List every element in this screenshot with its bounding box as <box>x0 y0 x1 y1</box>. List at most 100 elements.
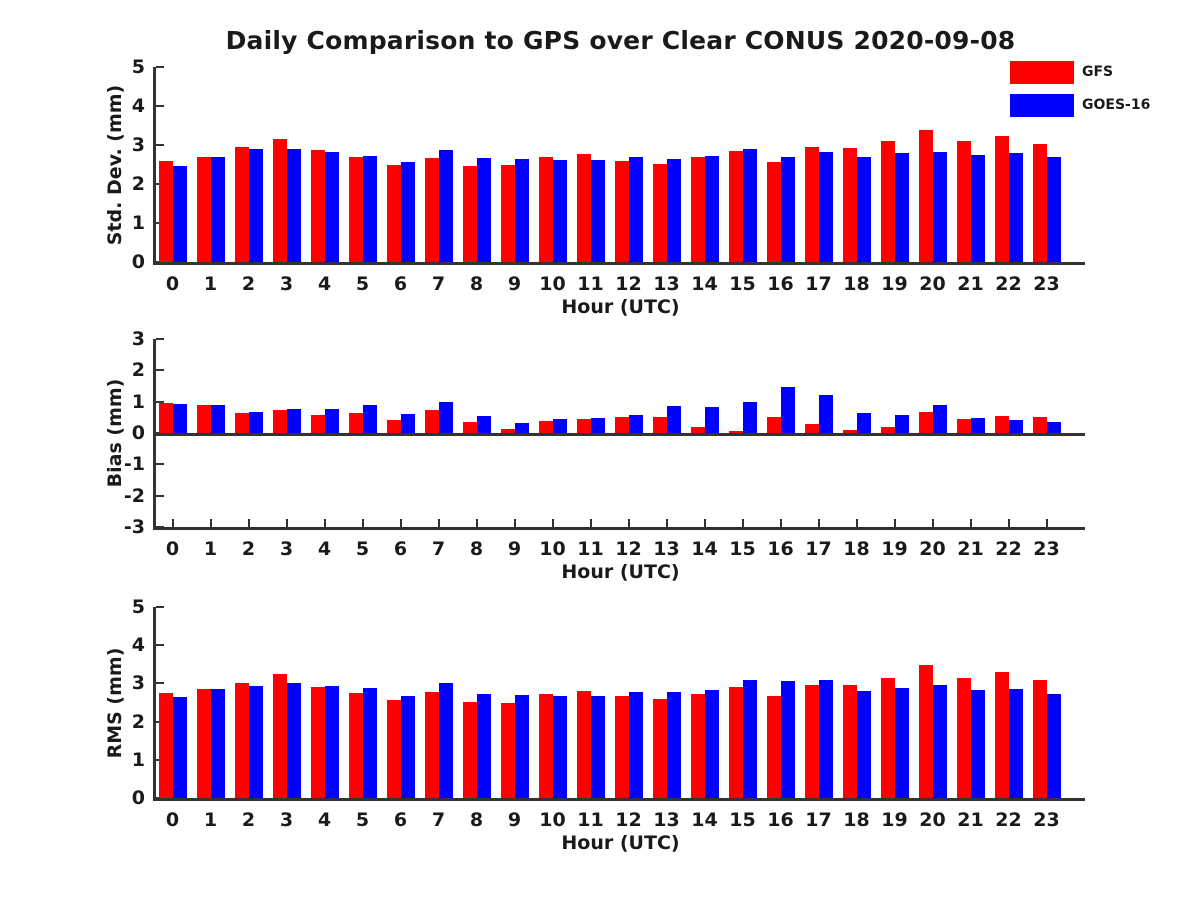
y-tick-label: -1 <box>123 453 145 476</box>
bar-gfs-hour-3 <box>272 674 287 798</box>
bar-gfs-hour-7 <box>424 157 439 262</box>
x-tick-label: 18 <box>843 809 870 831</box>
x-tick <box>931 519 934 527</box>
bar-goes-16-hour-0 <box>172 697 187 798</box>
bar-goes-16-hour-8 <box>476 416 491 433</box>
x-tick-label: 10 <box>539 809 566 831</box>
bar-gfs-hour-13 <box>652 417 667 433</box>
y-axis-spine <box>153 339 156 530</box>
x-tick-label: 11 <box>577 809 604 831</box>
x-tick-label: 6 <box>393 809 408 831</box>
x-tick-label: 8 <box>469 538 484 560</box>
y-tick-label: 0 <box>131 251 145 273</box>
x-tick <box>627 519 630 527</box>
bar-goes-16-hour-15 <box>742 679 757 798</box>
bar-gfs-hour-21 <box>956 677 971 798</box>
zero-baseline <box>156 433 1085 436</box>
x-tick <box>969 519 972 527</box>
y-tick-label: 5 <box>131 56 145 78</box>
x-tick <box>437 519 440 527</box>
bar-gfs-hour-21 <box>956 419 971 433</box>
legend-label-goes16: GOES-16 <box>1082 97 1151 113</box>
y-tick <box>156 463 164 466</box>
bar-gfs-hour-18 <box>842 430 857 433</box>
x-tick-label: 21 <box>957 273 984 295</box>
y-axis-title: RMS (mm) <box>104 647 126 758</box>
bar-gfs-hour-6 <box>386 419 401 433</box>
bar-goes-16-hour-11 <box>590 417 605 433</box>
legend-swatch-goes16 <box>1010 94 1074 117</box>
x-tick-label: 4 <box>317 273 332 295</box>
x-tick-label: 4 <box>317 809 332 831</box>
bar-gfs-hour-18 <box>842 148 857 262</box>
bar-gfs-hour-23 <box>1032 417 1047 433</box>
x-tick-label: 6 <box>393 538 408 560</box>
x-tick-label: 12 <box>615 273 642 295</box>
x-tick-label: 6 <box>393 273 408 295</box>
x-tick-label: 14 <box>691 538 718 560</box>
y-tick <box>156 400 164 403</box>
bar-gfs-hour-23 <box>1032 679 1047 798</box>
bar-gfs-hour-0 <box>158 403 173 433</box>
x-tick-label: 22 <box>995 809 1022 831</box>
bar-gfs-hour-20 <box>918 411 933 433</box>
x-tick-label: 5 <box>355 809 370 831</box>
bar-goes-16-hour-17 <box>818 395 833 433</box>
bar-goes-16-hour-23 <box>1046 156 1061 262</box>
x-tick-label: 16 <box>767 538 794 560</box>
x-tick <box>513 519 516 527</box>
x-tick-label: 20 <box>919 273 946 295</box>
bar-gfs-hour-22 <box>994 416 1009 433</box>
x-tick-label: 20 <box>919 538 946 560</box>
x-tick-label: 2 <box>241 273 256 295</box>
y-axis-spine <box>153 607 156 801</box>
bar-gfs-hour-5 <box>348 412 363 433</box>
x-tick-label: 9 <box>507 809 522 831</box>
bar-goes-16-hour-10 <box>552 696 567 798</box>
bar-goes-16-hour-13 <box>666 691 681 798</box>
bar-gfs-hour-23 <box>1032 143 1047 262</box>
bar-gfs-hour-7 <box>424 691 439 798</box>
x-tick-label: 11 <box>577 273 604 295</box>
x-tick-label: 19 <box>881 809 908 831</box>
x-tick-label: 21 <box>957 538 984 560</box>
bar-gfs-hour-10 <box>538 694 553 798</box>
x-tick-label: 14 <box>691 273 718 295</box>
y-tick-label: 0 <box>131 787 145 809</box>
x-tick-label: 4 <box>317 538 332 560</box>
bar-gfs-hour-19 <box>880 677 895 798</box>
bar-goes-16-hour-5 <box>362 687 377 798</box>
x-tick-label: 3 <box>279 273 294 295</box>
bar-gfs-hour-16 <box>766 696 781 798</box>
bar-gfs-hour-16 <box>766 417 781 433</box>
bar-goes-16-hour-21 <box>970 418 985 433</box>
bar-gfs-hour-7 <box>424 410 439 433</box>
x-tick-label: 0 <box>165 538 180 560</box>
bar-gfs-hour-21 <box>956 141 971 262</box>
bar-gfs-hour-4 <box>310 687 325 798</box>
bar-gfs-hour-14 <box>690 156 705 262</box>
x-tick <box>247 519 250 527</box>
x-tick-label: 9 <box>507 273 522 295</box>
y-tick-label: -3 <box>123 516 145 538</box>
bar-goes-16-hour-7 <box>438 150 453 262</box>
bar-goes-16-hour-16 <box>780 386 795 433</box>
bar-goes-16-hour-21 <box>970 154 985 262</box>
bar-gfs-hour-22 <box>994 136 1009 262</box>
x-tick-label: 10 <box>539 538 566 560</box>
y-tick-label: 3 <box>131 328 145 350</box>
bar-goes-16-hour-11 <box>590 159 605 262</box>
bar-gfs-hour-12 <box>614 161 629 262</box>
bar-gfs-hour-3 <box>272 139 287 262</box>
bar-goes-16-hour-17 <box>818 679 833 798</box>
x-axis-title: Hour (UTC) <box>561 832 680 854</box>
bar-gfs-hour-13 <box>652 698 667 798</box>
bar-gfs-hour-5 <box>348 157 363 262</box>
x-tick-label: 17 <box>805 809 832 831</box>
bar-gfs-hour-12 <box>614 696 629 798</box>
y-tick <box>156 644 164 647</box>
bar-goes-16-hour-1 <box>210 689 225 798</box>
bar-gfs-hour-8 <box>462 422 477 433</box>
y-tick-label: 5 <box>131 596 145 618</box>
x-tick <box>817 519 820 527</box>
